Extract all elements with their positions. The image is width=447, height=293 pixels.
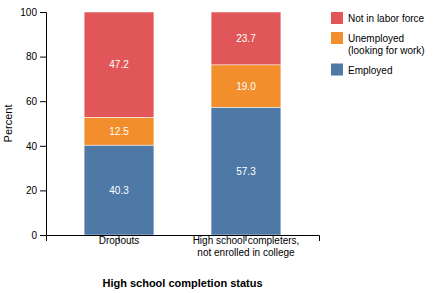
y-tick-mark: [40, 12, 46, 13]
bar-segment: [211, 12, 281, 65]
legend-label: Unemployed(looking for work): [348, 33, 425, 56]
y-tick-label: 100: [20, 7, 37, 18]
y-tick: 40: [26, 141, 46, 152]
legend-label: Employed: [348, 65, 392, 76]
x-axis-title: High school completion status: [102, 277, 262, 289]
y-tick: 60: [26, 96, 46, 107]
data-label: 57.3: [236, 166, 256, 177]
x-tick: High school completers,not enrolled in c…: [193, 235, 300, 258]
y-tick-mark: [40, 235, 46, 236]
y-tick-label: 80: [26, 51, 38, 62]
x-axis: Dropouts High school completers,not enrol…: [47, 235, 320, 258]
data-label: 40.3: [109, 185, 129, 196]
y-tick: 0: [31, 230, 46, 241]
x-tick-label-line: Dropouts: [99, 235, 140, 246]
bar-segment: [211, 107, 281, 235]
y-tick: 100: [20, 7, 46, 18]
x-tick-label: High school completers,not enrolled in c…: [193, 235, 300, 258]
chart: 40.3 57.3 12.5 19.0 47.2 23.7 0 20 40 60 80 100 Drop…: [0, 0, 447, 293]
legend-item: Not in labor force: [331, 12, 425, 24]
chart-container: 40.3 57.3 12.5 19.0 47.2 23.7 0 20 40 60 80 100 Drop…: [0, 0, 447, 293]
x-tick-label-line: High school completers,: [193, 235, 300, 246]
data-labels: 40.3 57.3 12.5 19.0 47.2 23.7: [109, 33, 256, 196]
y-tick-mark: [40, 57, 46, 58]
legend-label-line: (looking for work): [348, 45, 425, 56]
data-label: 12.5: [109, 126, 129, 137]
legend-label: Not in labor force: [348, 13, 425, 24]
y-tick: 20: [26, 185, 46, 196]
legend-label-line: Unemployed: [348, 33, 404, 44]
bar-segment: [211, 65, 281, 107]
y-tick: 80: [26, 51, 46, 62]
data-label: 47.2: [109, 59, 129, 70]
y-axis-line: [40, 13, 47, 236]
legend-item: Unemployed(looking for work): [331, 32, 425, 56]
y-tick-label: 0: [31, 230, 37, 241]
y-tick-label: 60: [26, 96, 38, 107]
bar-segment: [84, 117, 154, 145]
y-tick-mark: [40, 190, 46, 191]
legend-label-line: Employed: [348, 65, 392, 76]
legend: Not in labor force Unemployed(looking for…: [331, 12, 425, 76]
bar-segment: [84, 12, 154, 117]
legend-item: Employed: [331, 64, 392, 76]
y-tick-label: 40: [26, 141, 38, 152]
legend-swatch: [331, 32, 343, 44]
x-tick: Dropouts: [99, 235, 140, 246]
bars: [84, 12, 281, 235]
legend-swatch: [331, 64, 343, 76]
data-label: 19.0: [236, 81, 256, 92]
data-label: 23.7: [236, 33, 256, 44]
y-axis: 0 20 40 60 80 100: [20, 7, 46, 241]
y-tick-mark: [40, 146, 46, 147]
y-tick-label: 20: [26, 185, 38, 196]
x-tick-label-line: not enrolled in college: [197, 247, 295, 258]
legend-label-line: Not in labor force: [348, 13, 425, 24]
y-axis-title: Percent: [2, 105, 14, 143]
bar-segment: [84, 145, 154, 235]
legend-swatch: [331, 12, 343, 24]
y-tick-mark: [40, 101, 46, 102]
x-tick-label: Dropouts: [99, 235, 140, 246]
